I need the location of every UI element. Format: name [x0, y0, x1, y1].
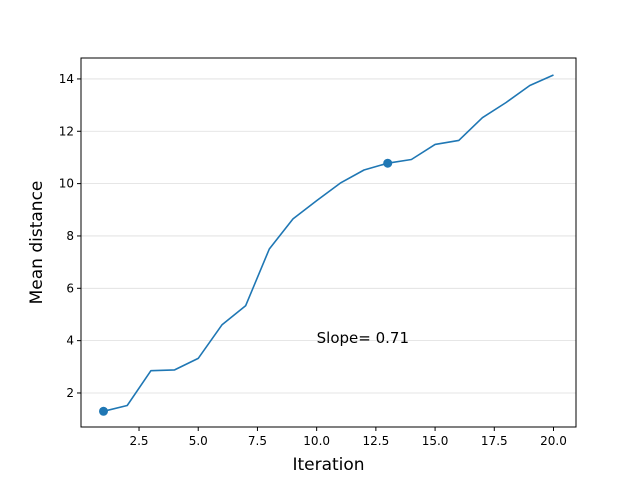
- y-tick-label: 14: [59, 72, 74, 86]
- y-tick-label: 8: [66, 229, 74, 243]
- series-line: [103, 74, 554, 413]
- y-tick-label: 10: [59, 177, 74, 191]
- slope-annotation: Slope= 0.71: [317, 329, 409, 347]
- x-tick-label: 2.5: [129, 434, 148, 448]
- y-tick-label: 6: [66, 281, 74, 295]
- y-axis-label: Mean distance: [27, 181, 47, 305]
- x-tick-label: 15.0: [422, 434, 449, 448]
- x-tick-label: 20.0: [540, 434, 567, 448]
- plot-area-frame: [80, 57, 577, 428]
- x-tick-label: 7.5: [248, 434, 267, 448]
- x-axis-ticks: 2.5 5.0 7.5 10.0 12.5 15.0 17.5 20.0: [129, 427, 567, 448]
- y-axis-ticks: 2 4 6 8 10 12 14: [59, 72, 81, 400]
- x-tick-label: 17.5: [481, 434, 508, 448]
- x-tick-label: 12.5: [363, 434, 390, 448]
- gridlines: [81, 78, 576, 394]
- x-tick-label: 5.0: [189, 434, 208, 448]
- y-tick-label: 2: [66, 386, 74, 400]
- highlight-point: [383, 158, 393, 168]
- x-tick-label: 10.0: [303, 434, 330, 448]
- y-tick-label: 12: [59, 124, 74, 138]
- y-tick-label: 4: [66, 334, 74, 348]
- x-axis-label: Iteration: [292, 455, 364, 475]
- highlight-point: [99, 406, 108, 416]
- marker-layer: [99, 158, 393, 416]
- series-layer: [103, 74, 554, 413]
